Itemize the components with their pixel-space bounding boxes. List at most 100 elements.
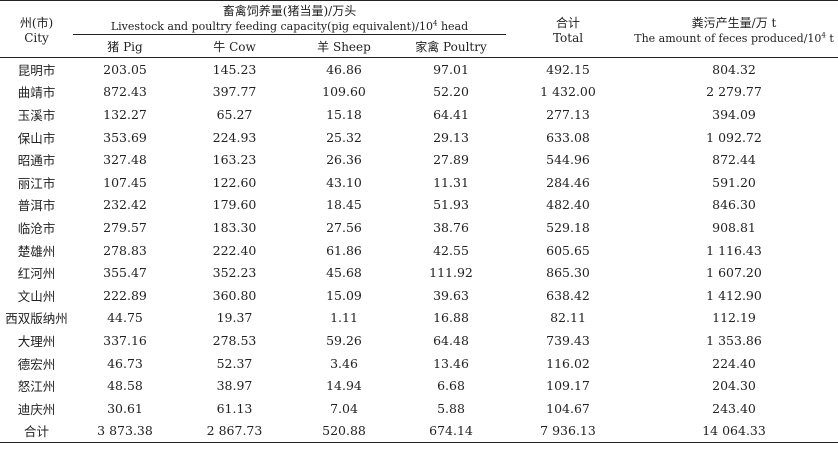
cell-poultry: 64.41 [433,106,469,122]
table-row: 楚雄州 278.83 222.40 61.86 42.55 605.65 1 116.43 [0,239,838,262]
cell-pig: 132.27 [103,106,147,122]
table-row: 德宏州 46.73 52.37 3.46 13.46 116.02 224.40 [0,352,838,375]
cell-total: 544.96 [546,152,590,168]
cell-pig: 48.58 [107,378,143,394]
cell-city: 昭通市 [17,153,56,169]
cell-sheep: 3.46 [330,355,358,371]
cell-pig: 46.73 [107,355,143,371]
cell-sheep: 46.86 [326,61,362,77]
cell-feces: 1 092.72 [706,129,762,145]
cell-total: 82.11 [550,310,586,326]
cell-pig: 222.89 [103,287,147,303]
table-row: 普洱市 232.42 179.60 18.45 51.93 482.40 846.30 [0,194,838,217]
cell-poultry: 42.55 [433,242,469,258]
cell-pig: 30.61 [107,400,143,416]
table-row: 文山州 222.89 360.80 15.09 39.63 638.42 1 412.90 [0,284,838,307]
cell-cow: 52.37 [216,355,253,371]
cell-total: 7 936.13 [540,423,596,439]
cell-sheep: 7.04 [330,400,358,416]
cell-sheep: 43.10 [326,174,362,190]
table-row: 迪庆州 30.61 61.13 7.04 5.88 104.67 243.40 [0,397,838,420]
table-row: 合计 3 873.38 2 867.73 520.88 674.14 7 936.13 14… [0,420,838,443]
cell-total: 739.43 [546,332,590,348]
cell-total: 109.17 [546,378,590,394]
cell-feces: 872.44 [712,152,756,168]
header-city: 州(市) City [0,0,73,58]
livestock-feces-table: 州(市) City 畜禽饲养量(猪当量)/万头 Livestock and po… [0,0,838,443]
table-row: 曲靖市 872.43 397.77 109.60 52.20 1 432.00 2 279.… [0,81,838,104]
cell-total: 633.08 [546,129,590,145]
cell-feces: 1 116.43 [706,242,762,258]
cell-poultry: 111.92 [429,265,473,281]
cell-feces: 804.32 [712,61,756,77]
cell-total: 492.15 [546,61,590,77]
header-city-en: City [24,30,49,45]
cell-pig: 107.45 [103,174,147,190]
cell-pig: 203.05 [103,61,147,77]
cell-city: 楚雄州 [17,243,56,259]
table-row: 怒江州 48.58 38.97 14.94 6.68 109.17 204.30 [0,374,838,397]
cell-poultry: 27.89 [433,152,469,168]
cell-pig: 3 873.38 [97,423,153,439]
cell-sheep: 25.32 [326,129,362,145]
cell-pig: 278.83 [103,242,147,258]
cell-total: 1 432.00 [540,84,596,100]
header-total-en: Total [552,30,584,45]
cell-pig: 353.69 [103,129,147,145]
cell-city: 怒江州 [17,379,56,395]
header-feces-en: The amount of feces produced/104 t [634,30,834,45]
cell-feces: 846.30 [712,197,756,213]
table-body: 昆明市 203.05 145.23 46.86 97.01 492.15 804.32 曲靖市… [0,58,838,443]
table-row: 临沧市 279.57 183.30 27.56 38.76 529.18 908.81 [0,216,838,239]
cell-sheep: 59.26 [326,332,362,348]
cell-feces: 1 607.20 [706,265,762,281]
cell-sheep: 61.86 [326,242,362,258]
cell-feces: 14 064.33 [702,423,766,439]
cell-cow: 65.27 [216,106,253,122]
table-row: 丽江市 107.45 122.60 43.10 11.31 284.46 591.20 [0,171,838,194]
cell-city: 西双版纳州 [5,311,68,327]
cell-sheep: 15.18 [326,106,362,122]
cell-city: 保山市 [17,130,56,146]
cell-poultry: 6.68 [437,378,465,394]
cell-cow: 38.97 [216,378,253,394]
header-capacity: 畜禽饲养量(猪当量)/万头 Livestock and poultry feed… [73,0,507,35]
cell-total: 638.42 [546,287,590,303]
header-capacity-cn: 畜禽饲养量(猪当量)/万头 [222,4,357,18]
cell-feces: 204.30 [712,378,756,394]
cell-feces: 2 279.77 [706,84,762,100]
header-total: 合计 Total [506,0,631,58]
cell-sheep: 45.68 [326,265,362,281]
cell-feces: 1 412.90 [706,287,762,303]
cell-poultry: 13.46 [433,355,469,371]
header-row-top: 州(市) City 畜禽饲养量(猪当量)/万头 Livestock and po… [0,0,838,58]
cell-poultry: 38.76 [433,219,469,235]
cell-cow: 183.30 [212,219,257,235]
header-feces: 粪污产生量/万 t The amount of feces produced/1… [630,0,838,58]
cell-cow: 2 867.73 [206,423,263,439]
cell-poultry: 5.88 [437,400,465,416]
cell-poultry: 64.48 [433,332,469,348]
cell-city: 曲靖市 [17,85,56,101]
table-row: 玉溪市 132.27 65.27 15.18 64.41 277.13 394.09 [0,103,838,126]
cell-total: 482.40 [546,197,590,213]
cell-cow: 163.23 [212,152,257,168]
header-row-sub: 猪 Pig 牛 Cow 羊 Sheep 家禽 Poultry [0,34,838,58]
cell-total: 116.02 [546,355,590,371]
cell-feces: 1 353.86 [706,332,762,348]
cell-total: 284.46 [546,174,590,190]
cell-feces: 243.40 [712,400,756,416]
cell-total: 277.13 [546,106,590,122]
cell-city: 德宏州 [17,356,56,372]
cell-sheep: 18.45 [326,197,362,213]
cell-sheep: 15.09 [326,287,362,303]
cell-sheep: 27.56 [326,219,362,235]
cell-cow: 19.37 [216,310,253,326]
cell-city: 大理州 [17,333,56,349]
cell-feces: 394.09 [712,106,756,122]
cell-city: 玉溪市 [17,107,56,123]
cell-poultry: 39.63 [433,287,469,303]
cell-feces: 224.40 [712,355,756,371]
cell-sheep: 26.36 [326,152,362,168]
